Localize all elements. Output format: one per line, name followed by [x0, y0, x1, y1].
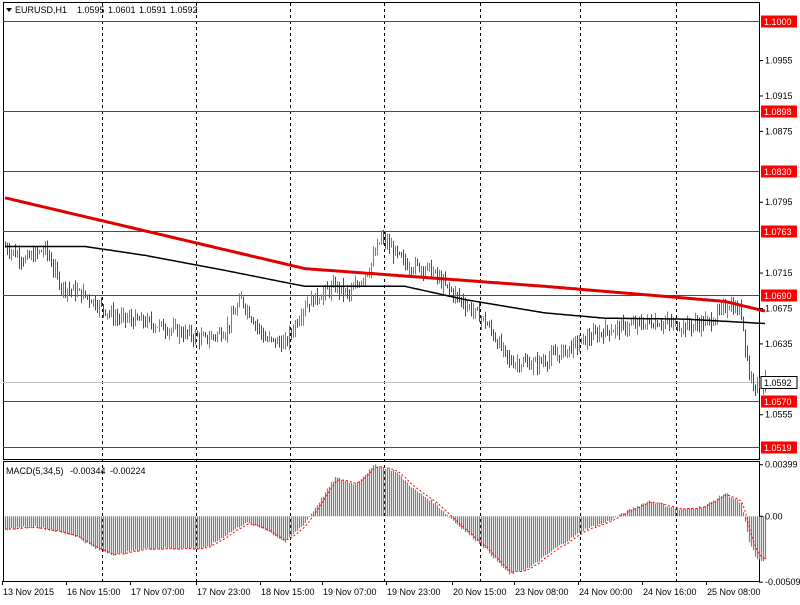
level-label-box [761, 165, 797, 178]
level-label: 1.0690 [761, 289, 797, 302]
current-price-text: 1.0592 [764, 378, 792, 388]
level-label-box [761, 225, 797, 238]
macd-value-signal: -0.00224 [110, 466, 146, 476]
level-label-text: 1.1000 [764, 17, 792, 27]
chart-menu-triangle-icon[interactable] [6, 8, 12, 12]
time-tick-label: 24 Nov 00:00 [579, 587, 633, 597]
time-axis[interactable]: 13 Nov 2015 16 Nov 15:00 17 Nov 07:00 17 No… [2, 581, 761, 597]
level-label: 1.0830 [761, 165, 797, 178]
price-tick-label: 1.0955 [765, 56, 793, 66]
time-tick-label: 13 Nov 2015 [3, 587, 54, 597]
ohlc-close: 1.0592 [170, 5, 198, 15]
time-tick-label: 24 Nov 16:00 [643, 587, 697, 597]
time-tick-label: 20 Nov 15:00 [453, 587, 507, 597]
price-tick-label: 1.0555 [765, 410, 793, 420]
current-price-label[interactable]: 1.0592 [760, 376, 798, 389]
price-tick-label: 1.0915 [765, 91, 793, 101]
time-tick-label: 23 Nov 08:00 [515, 587, 569, 597]
level-label: 1.0898 [761, 105, 797, 118]
price-tick-label: 1.0635 [765, 339, 793, 349]
level-label-box [761, 441, 797, 454]
level-label: 1.0570 [761, 395, 797, 408]
price-tick-label: 1.0675 [765, 303, 793, 313]
moving-average-red [4, 196, 766, 313]
time-tick-label: 16 Nov 15:00 [67, 587, 121, 597]
macd-tick-label: -0.00509 [765, 577, 800, 587]
level-label-text: 1.0830 [764, 167, 792, 177]
time-tick-label: 19 Nov 07:00 [323, 587, 377, 597]
price-tick-label: 1.0795 [765, 197, 793, 207]
level-label: 1.0519 [761, 441, 797, 454]
symbol-label: EURUSD,H1 [15, 5, 67, 15]
level-label-box [761, 105, 797, 118]
ohlc-low: 1.0591 [139, 5, 167, 15]
level-label-text: 1.0690 [764, 291, 792, 301]
macd-axis: 0.00399 0.00 -0.00509 [759, 460, 800, 587]
level-label-box [761, 289, 797, 302]
macd-value-main: -0.00344 [70, 466, 106, 476]
time-tick-label: 19 Nov 23:00 [387, 587, 441, 597]
moving-average-black [5, 245, 766, 325]
time-tick-label: 25 Nov 08:00 [707, 587, 761, 597]
macd-bars [4, 464, 767, 575]
current-price-box [760, 376, 798, 389]
level-label-text: 1.0519 [764, 443, 792, 453]
level-label-text: 1.0763 [764, 227, 792, 237]
level-label-box [761, 395, 797, 408]
macd-signal-line [4, 466, 766, 573]
time-tick-label: 17 Nov 07:00 [131, 587, 185, 597]
candles [5, 229, 766, 396]
ohlc-open: 1.0595 [77, 5, 105, 15]
macd-title: MACD(5,34,5) [6, 466, 64, 476]
price-tick-label: 1.0715 [765, 268, 793, 278]
time-grid [102, 3, 677, 581]
price-tick-label: 1.0875 [765, 126, 793, 136]
price-axis[interactable]: 1.0955 1.0915 1.0875 1.0795 1.0715 1.0675 1.06… [759, 56, 798, 420]
level-label-text: 1.0570 [764, 397, 792, 407]
macd-tick-label: 0.00 [765, 511, 783, 521]
moving-averages [4, 196, 766, 325]
level-label: 1.0763 [761, 225, 797, 238]
level-label-text: 1.0898 [764, 107, 792, 117]
time-tick-label: 17 Nov 23:00 [197, 587, 251, 597]
time-tick-label: 18 Nov 15:00 [261, 587, 315, 597]
horizontal-levels[interactable]: 1.1000 1.0898 1.0830 1.0763 1.0690 1.0570 1.05… [3, 15, 797, 454]
level-label: 1.1000 [761, 15, 797, 28]
ohlc-high: 1.0601 [108, 5, 136, 15]
macd-tick-label: 0.00399 [765, 460, 798, 470]
level-label-box [761, 15, 797, 28]
